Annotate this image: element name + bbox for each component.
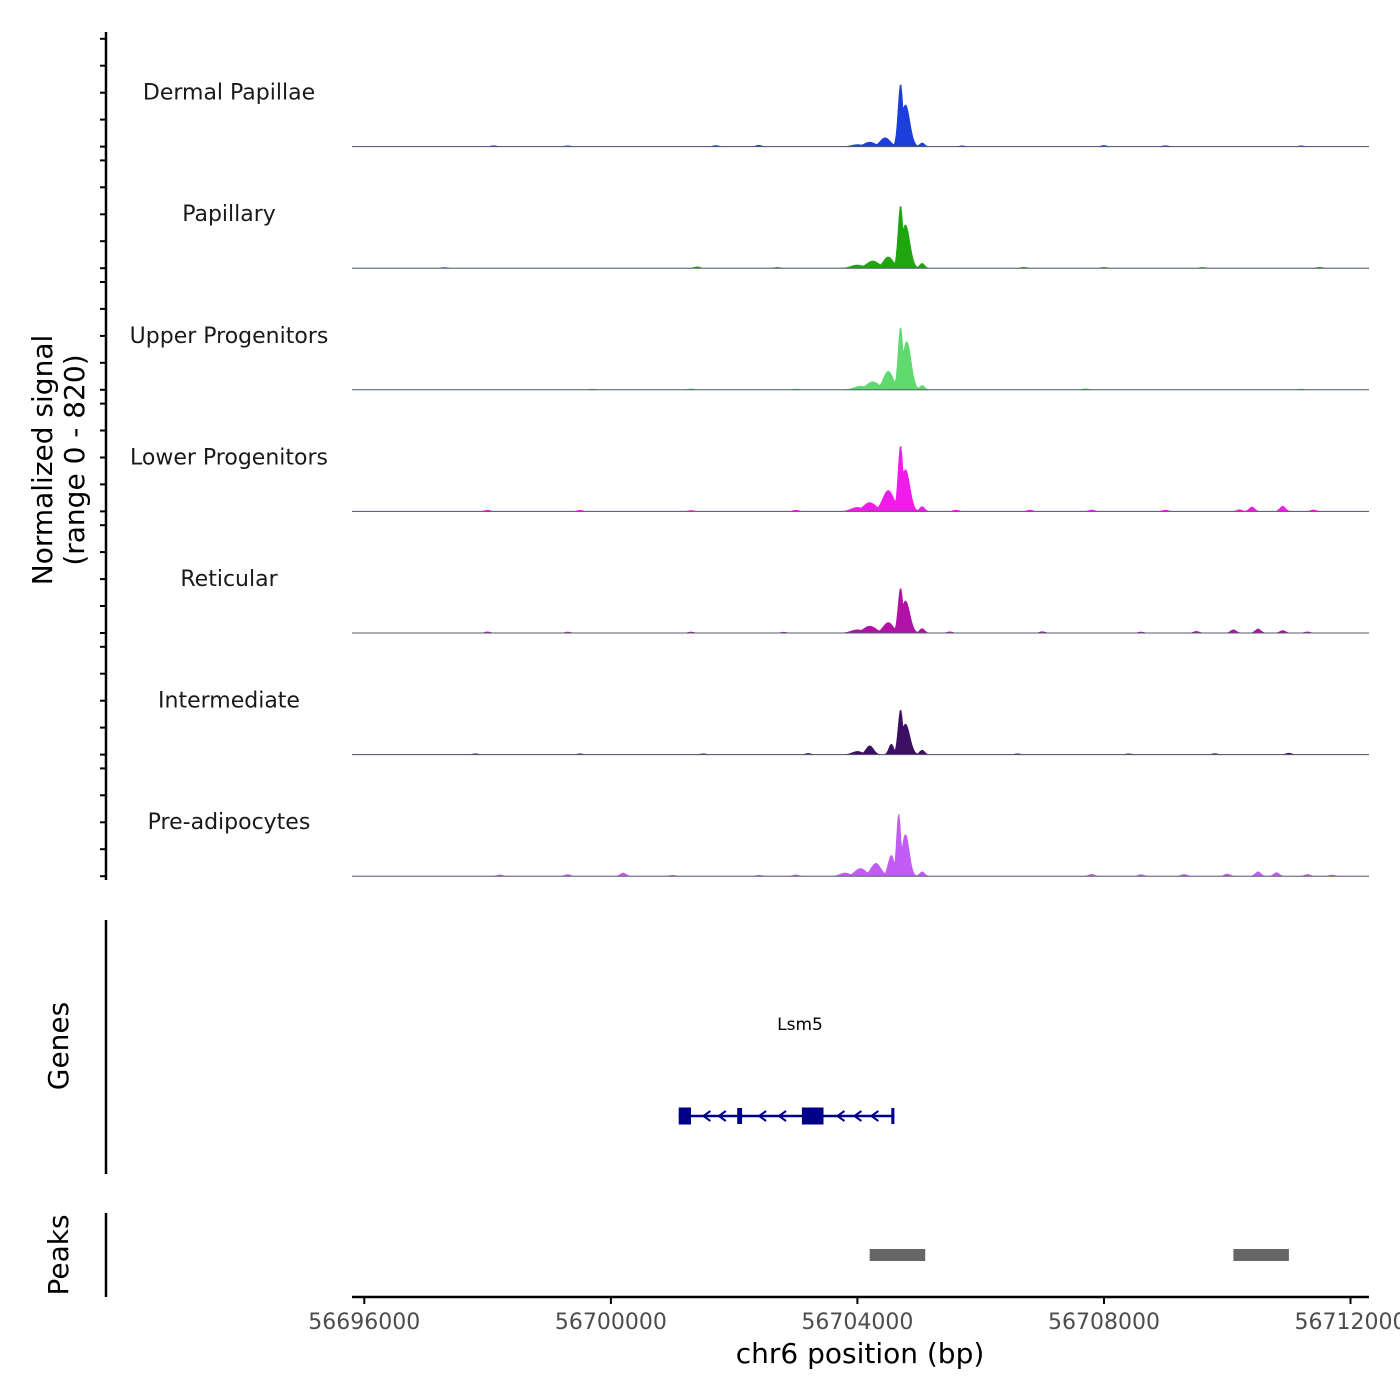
peaks-panel-label: Peaks (42, 1214, 75, 1295)
x-axis: 56696000 56700000 56704000 56708000 56712000 (308, 1297, 1400, 1335)
exon (678, 1107, 691, 1125)
track-dermal-papillae: Dermal Papillae (143, 81, 1369, 148)
coverage-area (352, 327, 1369, 391)
x-axis-title: chr6 position (bp) (736, 1337, 985, 1370)
coverage-area (352, 205, 1369, 269)
genes-panel-label: Genes (42, 1002, 75, 1090)
strand-arrow (777, 1110, 787, 1122)
x-tick-label: 56696000 (308, 1310, 420, 1335)
track-label: Upper Progenitors (130, 324, 329, 349)
track-lower-progenitors: Lower Progenitors (130, 445, 1369, 512)
track-papillary: Papillary (182, 202, 1369, 269)
strand-arrow (717, 1110, 727, 1122)
track-upper-progenitors: Upper Progenitors (130, 324, 1369, 391)
strand-arrow (835, 1110, 846, 1122)
x-tick-label: 56704000 (801, 1310, 913, 1335)
x-tick-label: 56700000 (555, 1310, 667, 1335)
strand-arrow (701, 1110, 711, 1122)
track-label: Papillary (182, 202, 276, 227)
x-tick-label: 56708000 (1048, 1310, 1160, 1335)
track-label: Intermediate (158, 689, 300, 714)
track-label: Lower Progenitors (130, 445, 328, 470)
track-intermediate: Intermediate (158, 689, 1369, 756)
coverage-area (352, 445, 1369, 512)
strand-arrow (852, 1110, 862, 1122)
coverage-tracks: Dermal Papillae Papillary Upper Progenitor… (130, 81, 1369, 877)
peak-region (1233, 1249, 1289, 1261)
x-tick-label: 56712000 (1295, 1310, 1400, 1335)
exon (801, 1107, 824, 1125)
exon (891, 1108, 895, 1124)
gene-model (678, 1107, 895, 1125)
track-label: Dermal Papillae (143, 81, 315, 106)
strand-arrow (869, 1110, 879, 1122)
peak-region (869, 1249, 926, 1261)
coverage-area (352, 709, 1369, 755)
peak-regions (869, 1249, 1289, 1261)
signal-y-axis (100, 32, 108, 880)
gene-name-label: Lsm5 (777, 1015, 823, 1035)
coverage-area (352, 813, 1369, 877)
track-label: Pre-adipocytes (148, 810, 311, 835)
y-axis-title-line1: Normalized signal (26, 335, 59, 586)
y-axis-title-line2: (range 0 - 820) (58, 354, 91, 565)
track-label: Reticular (180, 567, 278, 592)
track-pre-adipocytes: Pre-adipocytes (148, 810, 1369, 877)
strand-arrow (757, 1110, 767, 1122)
coverage-area (352, 588, 1369, 634)
exon (737, 1108, 743, 1124)
coverage-area (352, 84, 1369, 147)
track-reticular: Reticular (180, 567, 1369, 634)
